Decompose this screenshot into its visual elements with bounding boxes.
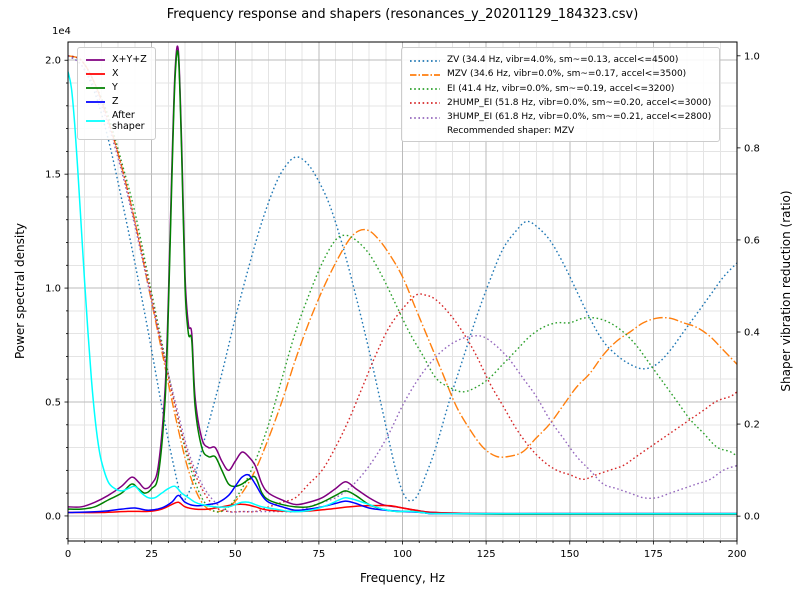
legend-line-sample: [410, 102, 440, 105]
legend-recommended-shaper: Recommended shaper: MZV: [447, 126, 575, 137]
y-left-tick-label: 1.0: [45, 284, 61, 295]
y-right-tick-label: 0.0: [744, 512, 760, 523]
psd-curve-after-shaper: [68, 71, 737, 515]
axes-spines: [67, 41, 738, 542]
legend-label: X+Y+Z: [112, 54, 147, 65]
y-axis-offset-text: 1e4: [52, 26, 71, 37]
legend-label: Z: [112, 95, 119, 107]
shaper-curve-mzv: [68, 55, 737, 513]
legend-label: 2HUMP_EI (51.8 Hz, vibr=0.0%, sm~=0.20, …: [447, 97, 712, 108]
y-left-tick-label: 1.5: [45, 170, 61, 181]
legend-item-zv: ZV (34.4 Hz, vibr=4.0%, sm~=0.13, accel<…: [410, 55, 711, 66]
x-axis-label: Frequency, Hz: [360, 571, 445, 585]
axis-tick-labels: 0 25 50 75 100 125 150 175 200 0.0 0.5 1.0 1.5 2.0 0.0…: [45, 51, 760, 560]
x-tick-label: 125: [477, 549, 496, 560]
y-axis-left-label: Power spectral density: [13, 222, 27, 360]
shaper-curve-3hump-ei: [68, 55, 737, 513]
y-right-tick-label: 0.8: [744, 143, 760, 154]
legend-psd: X+Y+Z X Y Z After shaper: [77, 47, 156, 141]
legend-line-sample: [410, 59, 440, 62]
chart-title: Frequency response and shapers (resonanc…: [166, 7, 639, 22]
legend-label: After shaper: [112, 109, 145, 133]
shaper-curve-zv: [68, 55, 737, 502]
y-right-tick-label: 0.2: [744, 420, 760, 431]
legend-item-ei: EI (41.4 Hz, vibr=0.0%, sm~=0.19, accel<…: [410, 84, 711, 95]
legend-label: ZV (34.4 Hz, vibr=4.0%, sm~=0.13, accel<…: [447, 55, 679, 65]
x-tick-label: 25: [145, 549, 158, 560]
legend-item-3hump-ei: 3HUMP_EI (61.8 Hz, vibr=0.0%, sm~=0.21, …: [410, 112, 711, 123]
legend-item-z: Z: [86, 96, 147, 108]
legend-line-sample: [86, 86, 105, 89]
x-tick-label: 75: [313, 549, 326, 560]
legend-item-x-y-z: X+Y+Z: [86, 54, 147, 66]
y-right-tick-label: 0.6: [744, 235, 760, 246]
y-left-tick-label: 0.0: [45, 511, 61, 522]
psd-curve-x: [68, 501, 737, 515]
x-tick-label: 0: [65, 549, 71, 560]
x-tick-label: 150: [560, 549, 579, 560]
legend-shapers: ZV (34.4 Hz, vibr=4.0%, sm~=0.13, accel<…: [401, 47, 721, 143]
y-axis-right-label: Shaper vibration reduction (ratio): [779, 190, 793, 392]
legend-item-y: Y: [86, 82, 147, 94]
x-tick-label: 200: [727, 549, 746, 560]
shaper-curve-2hump-ei: [68, 55, 737, 513]
shaper-curve-ei: [68, 55, 737, 513]
legend-label: EI (41.4 Hz, vibr=0.0%, sm~=0.19, accel<…: [447, 83, 675, 94]
y-left-tick-label: 2.0: [45, 56, 61, 67]
x-tick-label: 100: [393, 549, 412, 560]
y-right-tick-label: 0.4: [744, 328, 760, 339]
x-tick-label: 175: [644, 549, 663, 560]
y-right-tick-label: 1.0: [744, 51, 760, 62]
legend-item-after-shaper: After shaper: [86, 110, 147, 134]
x-tick-label: 50: [229, 549, 242, 560]
legend-line-sample: [86, 72, 105, 75]
legend-label: X: [112, 67, 119, 79]
legend-label: Y: [112, 81, 118, 93]
legend-line-sample: [86, 100, 105, 103]
legend-line-sample: [410, 73, 440, 76]
curves: [68, 45, 737, 515]
legend-item-mzv: MZV (34.6 Hz, vibr=0.0%, sm~=0.17, accel…: [410, 69, 711, 80]
legend-line-sample: [86, 59, 105, 61]
legend-line-sample: [410, 116, 440, 119]
legend-item-x: X: [86, 68, 147, 80]
legend-line-sample: [410, 88, 440, 91]
legend-item-2hump-ei: 2HUMP_EI (51.8 Hz, vibr=0.0%, sm~=0.20, …: [410, 98, 711, 109]
legend-label: MZV (34.6 Hz, vibr=0.0%, sm~=0.17, accel…: [447, 69, 687, 80]
y-left-tick-label: 0.5: [45, 398, 61, 409]
legend-line-sample: [86, 120, 105, 123]
legend-label: 3HUMP_EI (61.8 Hz, vibr=0.0%, sm~=0.21, …: [447, 112, 712, 122]
